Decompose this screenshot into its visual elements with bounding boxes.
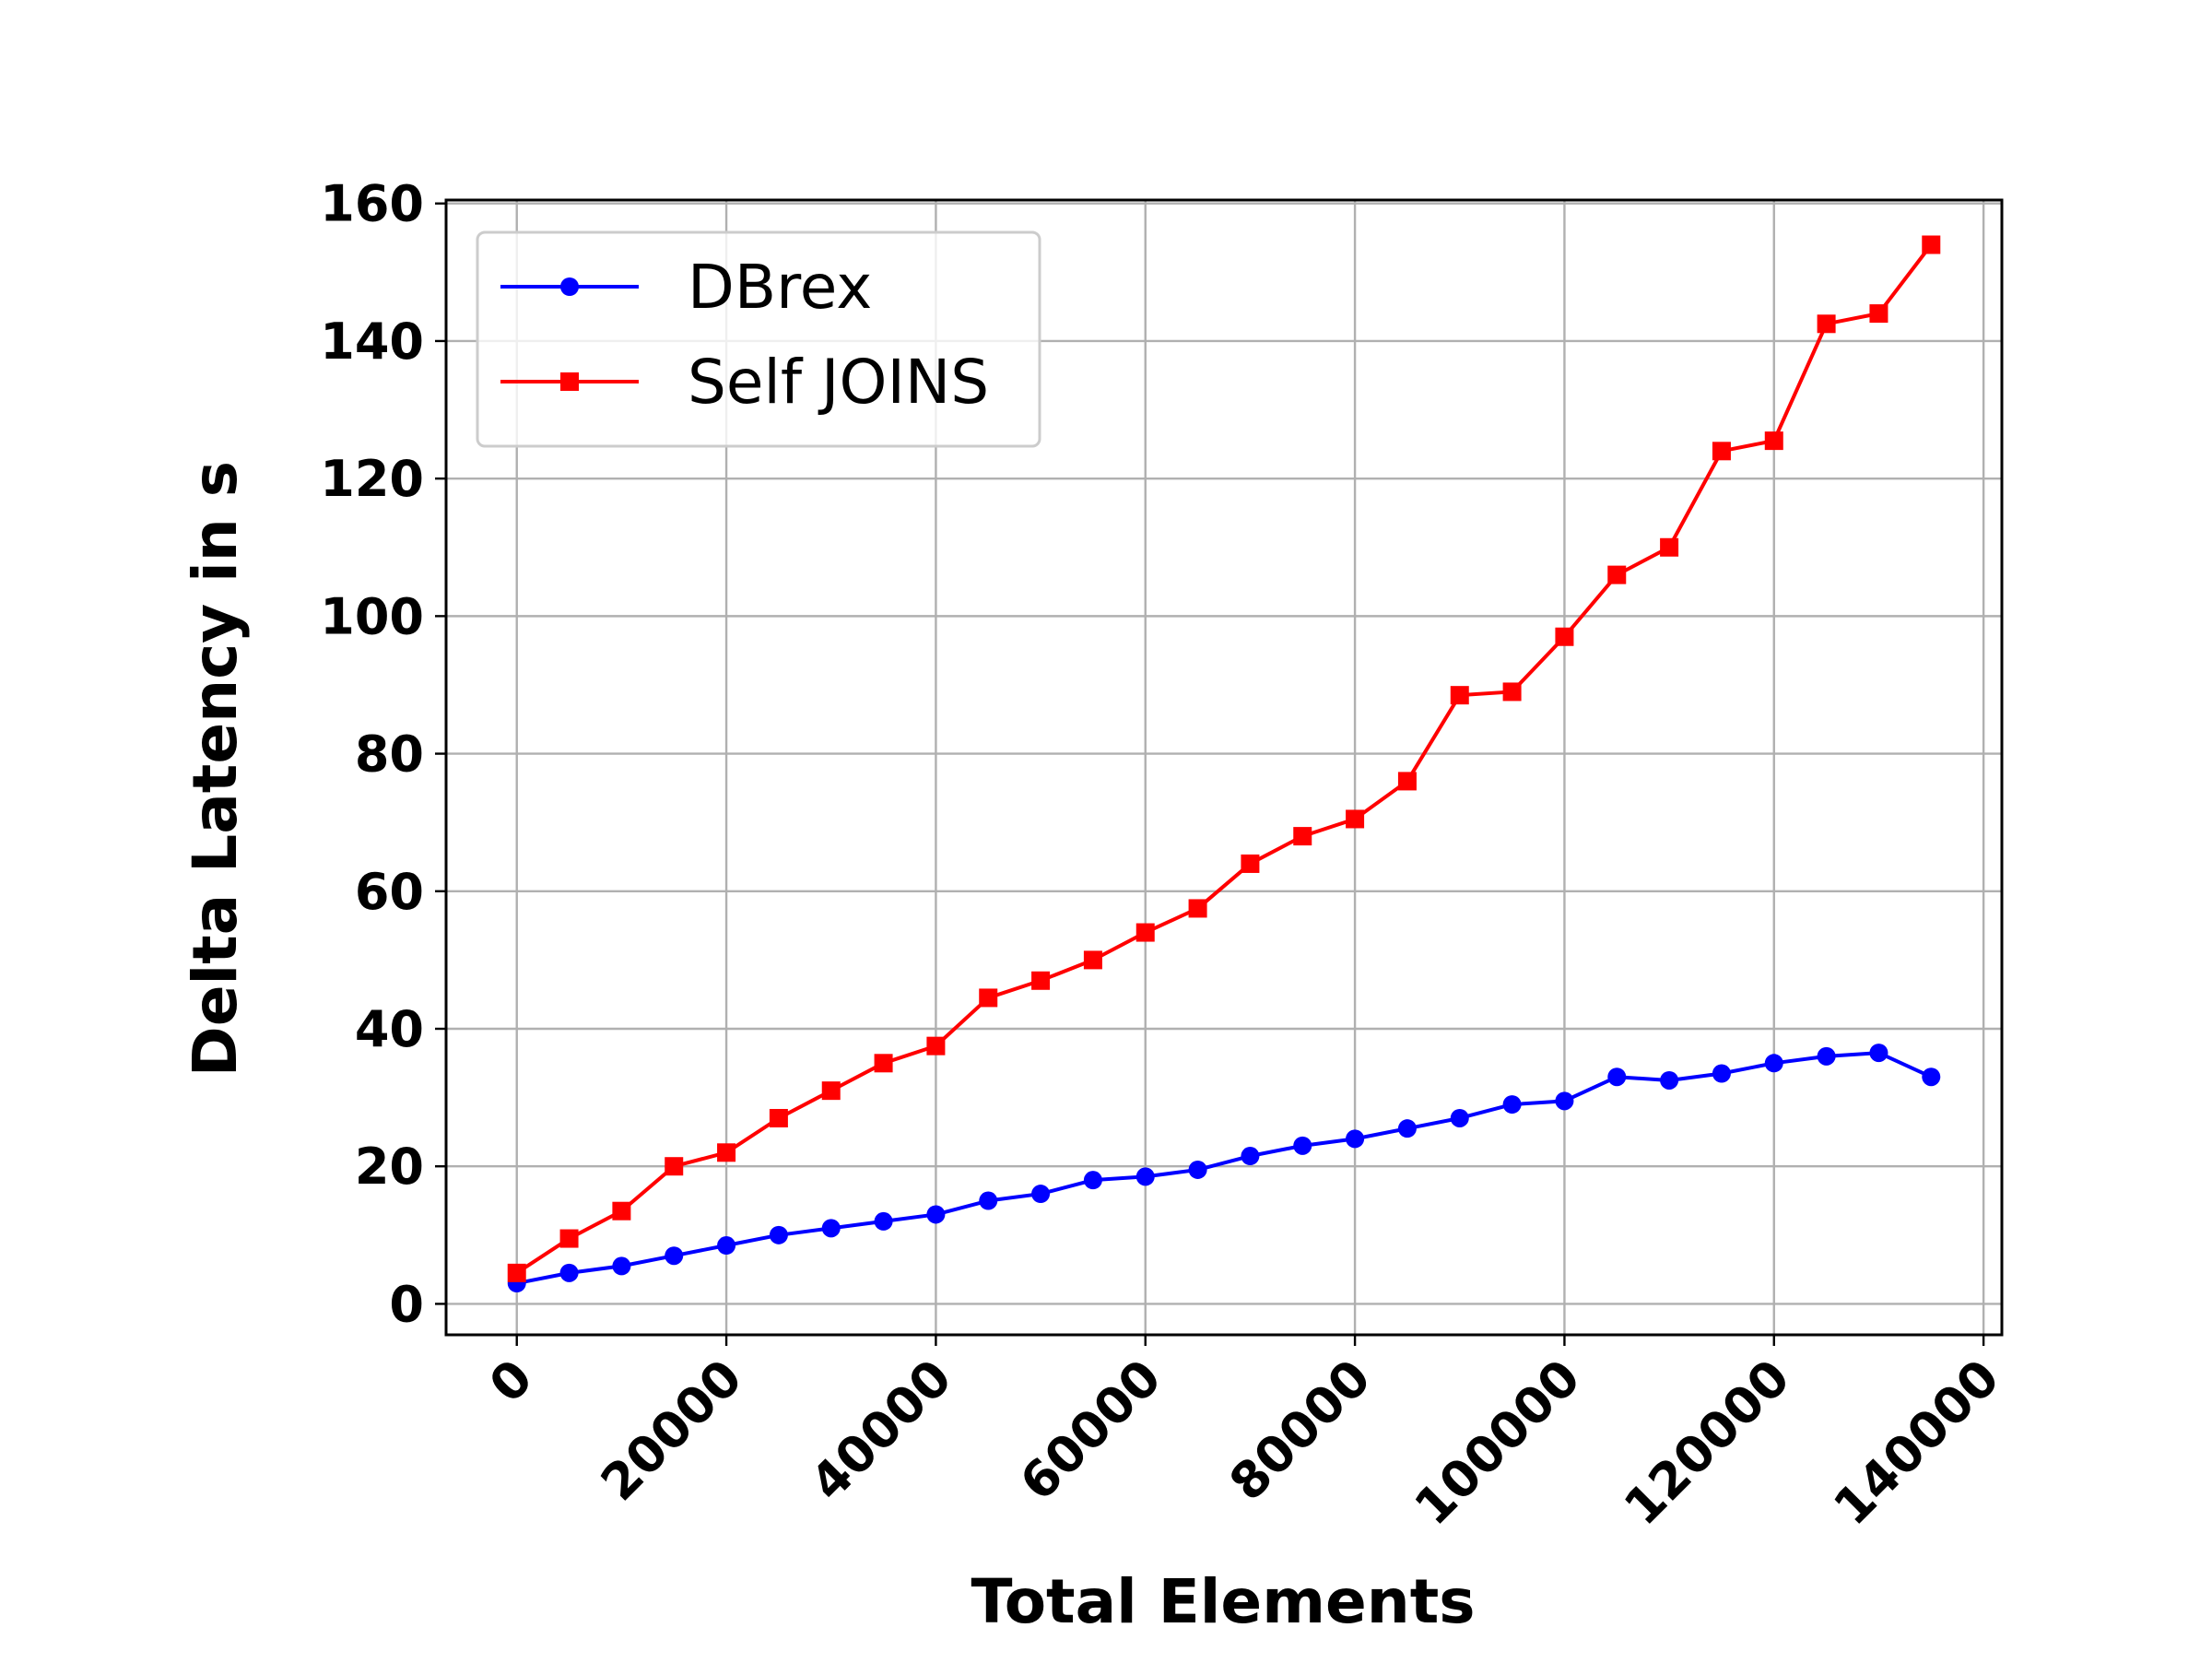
- data-point-self-joins: [1346, 809, 1365, 829]
- data-point-self-joins: [1764, 431, 1783, 451]
- data-point-dbrex: [979, 1191, 998, 1210]
- data-point-self-joins: [1869, 304, 1888, 324]
- series-group: [507, 235, 1941, 1293]
- data-point-dbrex: [1188, 1160, 1207, 1179]
- y-tick-label: 140: [320, 313, 424, 371]
- data-point-self-joins: [1083, 950, 1102, 970]
- data-point-self-joins: [926, 1036, 946, 1056]
- legend-label-dbrex: DBrex: [688, 252, 872, 323]
- data-point-self-joins: [717, 1143, 736, 1162]
- data-point-dbrex: [874, 1211, 893, 1231]
- data-point-self-joins: [1241, 854, 1260, 873]
- data-point-dbrex: [1502, 1095, 1522, 1115]
- plot-frame: [444, 198, 2004, 1337]
- y-tick-label: 80: [355, 725, 424, 784]
- data-point-dbrex: [1346, 1129, 1365, 1149]
- data-point-self-joins: [507, 1263, 526, 1282]
- data-point-dbrex: [1817, 1046, 1836, 1066]
- legend: DBrex Self JOINS: [476, 230, 1041, 448]
- data-point-dbrex: [1450, 1108, 1469, 1127]
- data-point-self-joins: [1555, 627, 1574, 646]
- legend-marker-self-joins: [560, 372, 579, 391]
- y-tick-label: 60: [355, 863, 424, 921]
- x-axis-title: Total Elements: [971, 1566, 1475, 1637]
- data-point-self-joins: [1188, 899, 1207, 918]
- data-point-self-joins: [665, 1157, 684, 1176]
- data-point-self-joins: [1031, 971, 1051, 990]
- data-point-self-joins: [1135, 923, 1155, 942]
- data-point-dbrex: [1869, 1044, 1888, 1063]
- data-point-self-joins: [821, 1081, 841, 1101]
- data-point-dbrex: [1293, 1136, 1312, 1155]
- data-point-self-joins: [769, 1108, 788, 1127]
- data-point-dbrex: [665, 1246, 684, 1266]
- data-point-self-joins: [1293, 827, 1312, 846]
- data-point-self-joins: [1397, 772, 1417, 791]
- series-self-joins: [507, 235, 1941, 1282]
- data-point-dbrex: [1660, 1070, 1679, 1090]
- data-point-dbrex: [717, 1236, 736, 1256]
- data-point-dbrex: [1712, 1064, 1731, 1083]
- data-point-self-joins: [1817, 314, 1836, 334]
- data-point-self-joins: [612, 1201, 631, 1221]
- y-tick-label: 20: [355, 1138, 424, 1196]
- data-point-self-joins: [874, 1054, 893, 1073]
- legend-label-self-joins: Self JOINS: [688, 347, 989, 418]
- data-point-dbrex: [559, 1263, 579, 1282]
- data-point-dbrex: [1397, 1119, 1417, 1138]
- data-point-self-joins: [1450, 686, 1469, 705]
- series-line-self-joins: [515, 243, 1933, 1275]
- data-point-dbrex: [1764, 1054, 1783, 1073]
- data-point-self-joins: [1922, 235, 1941, 254]
- data-point-dbrex: [769, 1225, 788, 1244]
- data-point-dbrex: [1135, 1167, 1155, 1186]
- data-point-dbrex: [1922, 1067, 1941, 1087]
- y-tick-label: 160: [320, 175, 424, 233]
- y-tick-label: 120: [320, 450, 424, 508]
- data-point-self-joins: [1502, 682, 1522, 702]
- data-point-dbrex: [612, 1256, 631, 1276]
- series-line-dbrex: [516, 1051, 1933, 1286]
- y-axis-title: Delta Latency in s: [180, 461, 251, 1077]
- data-point-dbrex: [1031, 1185, 1051, 1204]
- legend-marker-dbrex: [560, 277, 579, 296]
- y-tick-label: 100: [320, 587, 424, 645]
- data-point-dbrex: [1241, 1147, 1260, 1166]
- y-tick-label: 40: [355, 1000, 424, 1058]
- data-point-dbrex: [821, 1219, 841, 1238]
- data-point-dbrex: [1607, 1067, 1627, 1087]
- series-dbrex: [507, 1044, 1941, 1293]
- data-point-dbrex: [1555, 1091, 1574, 1111]
- data-point-self-joins: [1607, 565, 1627, 584]
- y-tick-label: 0: [389, 1275, 424, 1333]
- data-point-self-joins: [1660, 537, 1679, 557]
- data-point-self-joins: [559, 1229, 579, 1248]
- data-point-self-joins: [1712, 442, 1731, 461]
- data-point-dbrex: [1083, 1171, 1102, 1190]
- data-point-self-joins: [979, 988, 998, 1008]
- data-point-dbrex: [926, 1205, 946, 1224]
